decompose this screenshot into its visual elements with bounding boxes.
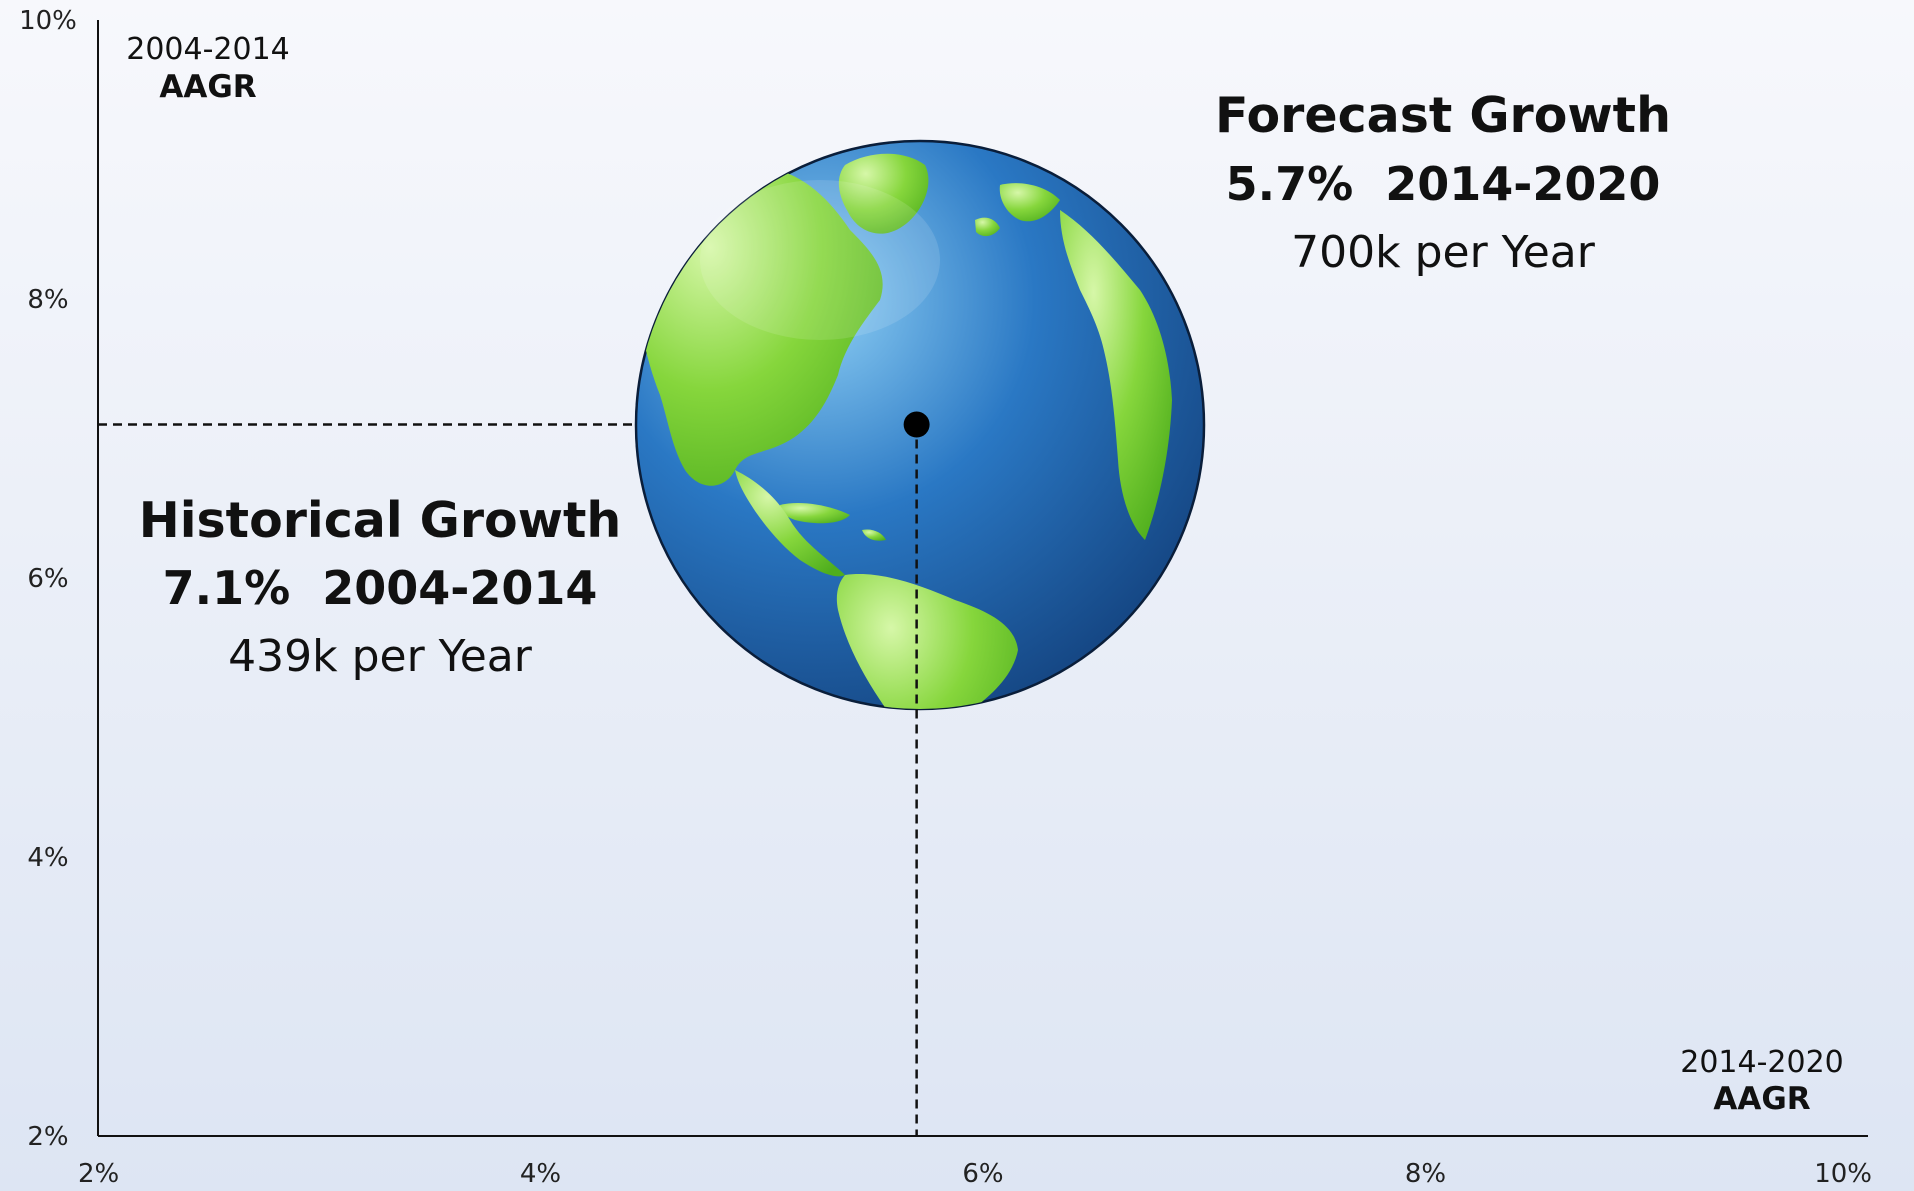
forecast-rate: 5.7% 2014-2020 [1226,157,1661,211]
y-tick-label: 8% [27,285,68,315]
y-tick-label: 4% [27,843,68,873]
axes [97,20,1868,1137]
x-tick-label: 4% [520,1159,561,1189]
y-axis-label: 2004-2014 AAGR [126,32,290,105]
x-tick-labels: 2% 4% 6% 8% 10% [78,1159,1872,1189]
globe-icon [634,139,1206,711]
x-tick-label: 6% [962,1159,1003,1189]
data-point [903,411,930,438]
y-tick-label: 2% [27,1122,68,1152]
forecast-per-year: 700k per Year [1291,227,1596,278]
historical-rate: 7.1% 2004-2014 [163,561,598,615]
forecast-annotation: Forecast Growth 5.7% 2014-2020 700k per … [1215,87,1671,278]
y-axis-label-range: 2004-2014 [126,32,290,67]
y-axis-label-metric: AAGR [159,69,256,105]
x-axis-label-range: 2014-2020 [1680,1045,1844,1080]
historical-title: Historical Growth [139,492,622,549]
historical-annotation: Historical Growth 7.1% 2004-2014 439k pe… [139,492,622,682]
forecast-title: Forecast Growth [1215,87,1671,144]
x-tick-label: 2% [78,1159,119,1189]
x-axis-label-metric: AAGR [1713,1081,1810,1117]
y-tick-label: 6% [27,564,68,594]
x-tick-label: 8% [1405,1159,1446,1189]
x-tick-label: 10% [1814,1159,1872,1189]
x-axis-label: 2014-2020 AAGR [1680,1045,1844,1117]
y-tick-labels: 2% 4% 6% 8% 10% [19,6,77,1152]
y-tick-label: 10% [19,6,77,36]
historical-per-year: 439k per Year [228,631,533,682]
